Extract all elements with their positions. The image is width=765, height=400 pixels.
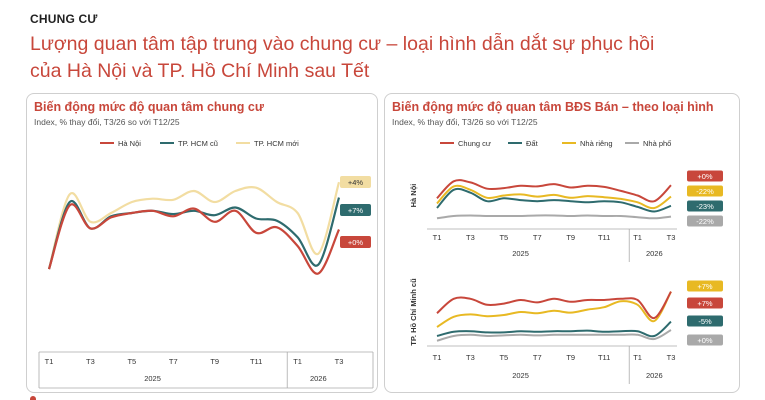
x-tick-label: T3 (466, 353, 475, 362)
chart-title: Biến động mức độ quan tâm BĐS Bán – theo… (392, 100, 714, 114)
x-tick-label: T3 (335, 357, 344, 366)
end-label-badge (687, 297, 723, 309)
end-label-badge (687, 170, 723, 182)
end-label-badge (340, 176, 371, 188)
x-tick-label: T11 (250, 357, 262, 366)
year-label: 2025 (144, 374, 161, 383)
x-tick-label: T1 (433, 233, 442, 242)
panel-label: TP. Hồ Chí Minh cũ (409, 278, 418, 346)
end-label-text: +7% (697, 282, 713, 291)
series-line (436, 320, 672, 338)
series-line (436, 187, 672, 213)
end-label-text: +0% (697, 172, 713, 181)
x-tick-label: T1 (633, 353, 642, 362)
x-tick-label: T1 (433, 353, 442, 362)
end-label-text: -22% (696, 187, 714, 196)
x-tick-label: T1 (633, 233, 642, 242)
end-label-badge (687, 280, 723, 292)
legend-label: TP. HCM cũ (178, 139, 218, 148)
x-tick-label: T5 (499, 353, 508, 362)
year-label: 2025 (512, 249, 529, 258)
series-line (436, 329, 672, 342)
year-label: 2026 (646, 371, 663, 380)
legend-label: TP. HCM mới (254, 139, 299, 148)
page-title-line-2: của Hà Nội và TP. Hồ Chí Minh sau Tết (30, 60, 370, 82)
x-tick-label: T11 (598, 233, 610, 242)
series-line (436, 291, 672, 328)
x-tick-label: T3 (667, 233, 676, 242)
chart-title: Biến động mức độ quan tâm chung cư (34, 100, 264, 114)
property-type-chart: Chung cư Đất Nhà riêng Nhà phố T1 T3 T5 T7 T9 T11… (409, 139, 723, 384)
series-line (47, 203, 341, 275)
end-label-badge (687, 200, 723, 212)
footer-mark (30, 396, 36, 400)
section-label: CHUNG CƯ (30, 12, 98, 26)
end-label-text: -5% (698, 317, 712, 326)
chart-subtitle: Index, % thay đổi, T3/26 so với T12/25 (34, 117, 180, 127)
year-label: 2026 (310, 374, 327, 383)
x-tick-label: T3 (86, 357, 95, 366)
x-tick-label: T7 (533, 353, 542, 362)
end-label-text: -23% (696, 202, 714, 211)
apartment-interest-panel: Biến động mức độ quan tâm chung cư Index… (26, 93, 378, 393)
legend-label: Nhà phố (643, 139, 672, 148)
series-line (436, 214, 672, 220)
year-label: 2025 (512, 371, 529, 380)
panel-label: Hà Nội (409, 184, 418, 208)
apartment-interest-chart: Hà Nội TP. HCM cũ TP. HCM mới T1 T3 T5 T7 T9 T11… (38, 139, 374, 389)
x-tick-label: T7 (169, 357, 178, 366)
end-label-badge (687, 215, 723, 227)
end-label-text: -22% (696, 217, 714, 226)
series-line (436, 184, 672, 210)
x-tick-label: T11 (598, 353, 610, 362)
end-label-text: +4% (348, 178, 364, 187)
year-label: 2026 (646, 249, 663, 258)
x-tick-label: T5 (127, 357, 136, 366)
end-label-text: +0% (348, 238, 364, 247)
property-type-panel: Biến động mức độ quan tâm BĐS Bán – theo… (384, 93, 740, 393)
page-title-line-1: Lượng quan tâm tập trung vào chung cư – … (30, 33, 655, 55)
legend-label: Hà Nội (118, 139, 141, 148)
end-label-text: +0% (697, 336, 713, 345)
x-tick-label: T9 (210, 357, 219, 366)
page-title: Lượng quan tâm tập trung vào chung cư – … (30, 31, 750, 85)
end-label-text: +7% (348, 206, 364, 215)
x-tick-label: T7 (533, 233, 542, 242)
x-tick-label: T5 (499, 233, 508, 242)
end-label-badge (340, 204, 371, 216)
end-label-badge (340, 236, 371, 248)
end-label-badge (687, 334, 723, 346)
end-label-badge (687, 315, 723, 327)
end-label-text: +7% (697, 299, 713, 308)
x-tick-label: T3 (667, 353, 676, 362)
series-line (47, 181, 341, 270)
x-tick-label: T1 (45, 357, 54, 366)
legend-label: Nhà riêng (580, 139, 613, 148)
chart-subtitle: Index, % thay đổi, T3/26 so với T12/25 (392, 117, 538, 127)
x-tick-label: T9 (566, 353, 575, 362)
end-label-badge (687, 185, 723, 197)
legend-label: Chung cư (458, 139, 491, 148)
series-line (436, 179, 672, 203)
series-line (436, 291, 672, 319)
x-tick-label: T1 (293, 357, 302, 366)
x-tick-label: T3 (466, 233, 475, 242)
legend-label: Đất (526, 139, 539, 148)
x-tick-label: T9 (566, 233, 575, 242)
